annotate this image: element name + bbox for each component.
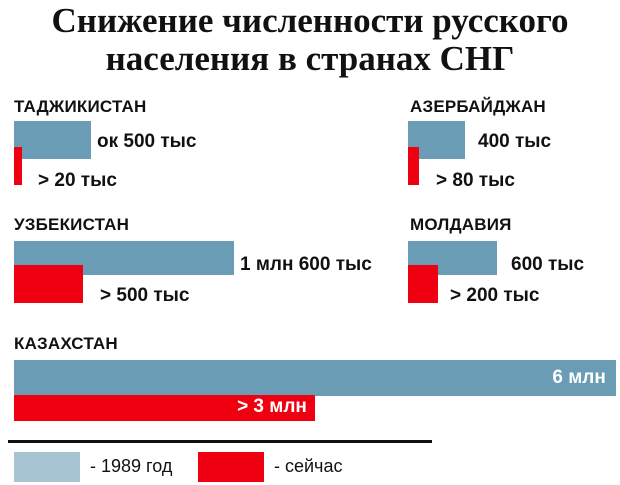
value-label-now-uzbekistan: > 500 тыс [100, 285, 190, 306]
value-label-1989-azerbaijan: 400 тыс [478, 131, 552, 152]
bar-now-kazakhstan [14, 395, 315, 421]
chart-title: Снижение численности русского населения … [51, 1, 569, 78]
value-label-now-tajikistan: > 20 тыс [38, 170, 117, 191]
legend-swatch-1989 [14, 452, 80, 482]
bar-now-uzbekistan [14, 265, 83, 303]
bar-now-tajikistan [14, 147, 22, 185]
country-label-azerbaijan: АЗЕРБАЙДЖАН [410, 97, 546, 116]
country-label-tajikistan: ТАДЖИКИСТАН [14, 97, 147, 116]
value-label-now-kazakhstan: > 3 млн [237, 396, 307, 417]
legend-label-now: - сейчас [274, 456, 343, 476]
bar-now-azerbaijan [408, 147, 420, 185]
bar-now-moldavia [408, 265, 438, 303]
divider-line [8, 440, 432, 443]
bar-1989-kazakhstan [14, 360, 616, 396]
country-label-moldavia: МОЛДАВИЯ [410, 215, 512, 234]
bar-1989-tajikistan [14, 121, 91, 159]
value-label-now-azerbaijan: > 80 тыс [436, 170, 515, 191]
value-label-1989-tajikistan: ок 500 тыс [97, 131, 197, 152]
value-label-1989-moldavia: 600 тыс [511, 254, 585, 275]
value-label-now-moldavia: > 200 тыс [450, 285, 540, 306]
legend-label-1989: - 1989 год [90, 456, 173, 476]
country-label-kazakhstan: КАЗАХСТАН [14, 334, 118, 353]
value-label-1989-kazakhstan: 6 млн [552, 367, 606, 388]
value-label-1989-uzbekistan: 1 млн 600 тыс [240, 254, 372, 275]
legend-swatch-now [198, 452, 264, 482]
country-label-uzbekistan: УЗБЕКИСТАН [14, 215, 130, 234]
